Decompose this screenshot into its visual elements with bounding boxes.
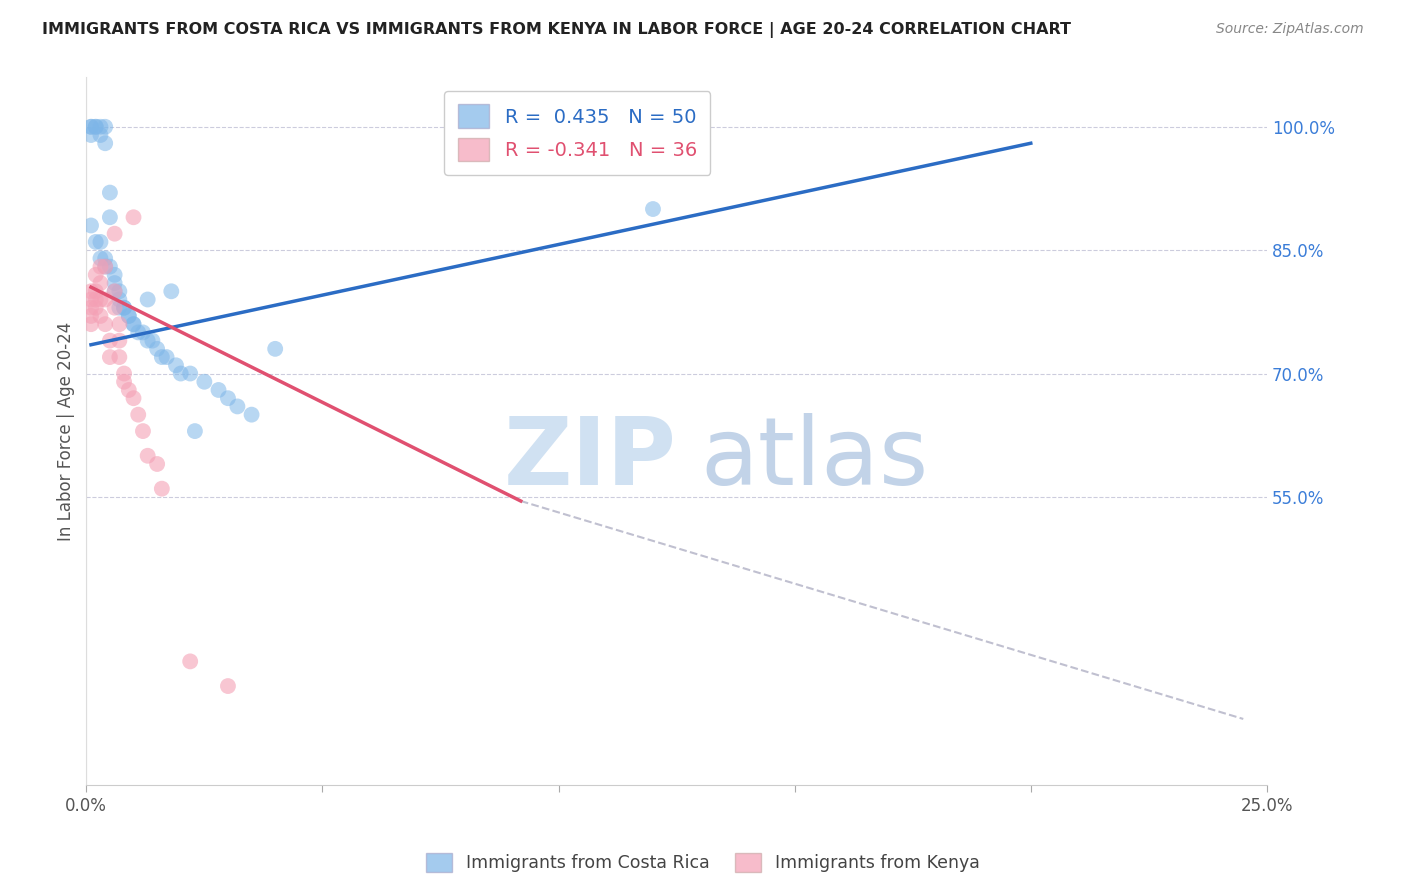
- Text: ZIP: ZIP: [503, 413, 676, 506]
- Point: [84, 235, 107, 249]
- Point: [94, 317, 117, 331]
- Point: [98, 334, 121, 348]
- Point: [217, 679, 239, 693]
- Point: [104, 268, 127, 282]
- Point: [108, 285, 131, 299]
- Point: [80, 293, 103, 307]
- Point: [155, 350, 177, 364]
- Point: [146, 342, 169, 356]
- Text: IMMIGRANTS FROM COSTA RICA VS IMMIGRANTS FROM KENYA IN LABOR FORCE | AGE 20-24 C: IMMIGRANTS FROM COSTA RICA VS IMMIGRANTS…: [42, 22, 1071, 38]
- Y-axis label: In Labor Force | Age 20-24: In Labor Force | Age 20-24: [58, 321, 75, 541]
- Point: [112, 375, 135, 389]
- Point: [98, 260, 121, 274]
- Point: [132, 424, 155, 438]
- Point: [80, 309, 103, 323]
- Point: [141, 334, 163, 348]
- Point: [94, 293, 117, 307]
- Point: [104, 227, 127, 241]
- Text: Source: ZipAtlas.com: Source: ZipAtlas.com: [1216, 22, 1364, 37]
- Point: [240, 408, 263, 422]
- Point: [112, 367, 135, 381]
- Point: [94, 120, 117, 134]
- Point: [108, 301, 131, 315]
- Point: [89, 309, 111, 323]
- Legend: Immigrants from Costa Rica, Immigrants from Kenya: Immigrants from Costa Rica, Immigrants f…: [419, 846, 987, 879]
- Point: [122, 211, 145, 225]
- Point: [264, 342, 287, 356]
- Point: [179, 367, 201, 381]
- Point: [84, 120, 107, 134]
- Point: [108, 293, 131, 307]
- Point: [104, 276, 127, 290]
- Point: [207, 383, 229, 397]
- Point: [80, 317, 103, 331]
- Point: [179, 654, 201, 668]
- Point: [94, 136, 117, 151]
- Point: [104, 285, 127, 299]
- Point: [127, 408, 149, 422]
- Point: [170, 367, 193, 381]
- Point: [80, 219, 103, 233]
- Point: [98, 350, 121, 364]
- Point: [641, 202, 664, 216]
- Point: [165, 359, 187, 373]
- Point: [217, 391, 239, 405]
- Point: [94, 260, 117, 274]
- Point: [132, 326, 155, 340]
- Point: [94, 252, 117, 266]
- Point: [122, 317, 145, 331]
- Point: [226, 400, 249, 414]
- Point: [84, 120, 107, 134]
- Point: [98, 186, 121, 200]
- Point: [108, 334, 131, 348]
- Point: [89, 235, 111, 249]
- Point: [98, 211, 121, 225]
- Point: [184, 424, 207, 438]
- Point: [94, 260, 117, 274]
- Point: [127, 326, 149, 340]
- Point: [80, 285, 103, 299]
- Text: atlas: atlas: [700, 413, 928, 506]
- Point: [136, 334, 159, 348]
- Point: [89, 293, 111, 307]
- Point: [80, 128, 103, 142]
- Point: [80, 120, 103, 134]
- Point: [160, 285, 183, 299]
- Point: [146, 457, 169, 471]
- Point: [122, 391, 145, 405]
- Point: [122, 317, 145, 331]
- Point: [89, 276, 111, 290]
- Point: [108, 350, 131, 364]
- Point: [84, 268, 107, 282]
- Point: [150, 482, 173, 496]
- Point: [118, 383, 141, 397]
- Point: [80, 301, 103, 315]
- Point: [84, 301, 107, 315]
- Point: [80, 120, 103, 134]
- Point: [89, 260, 111, 274]
- Point: [136, 293, 159, 307]
- Point: [84, 293, 107, 307]
- Point: [89, 120, 111, 134]
- Point: [112, 301, 135, 315]
- Point: [136, 449, 159, 463]
- Point: [118, 309, 141, 323]
- Point: [104, 301, 127, 315]
- Point: [89, 128, 111, 142]
- Legend: R =  0.435   N = 50, R = -0.341   N = 36: R = 0.435 N = 50, R = -0.341 N = 36: [444, 91, 710, 175]
- Point: [104, 285, 127, 299]
- Point: [112, 301, 135, 315]
- Point: [118, 309, 141, 323]
- Point: [108, 317, 131, 331]
- Point: [150, 350, 173, 364]
- Point: [84, 285, 107, 299]
- Point: [193, 375, 215, 389]
- Point: [89, 252, 111, 266]
